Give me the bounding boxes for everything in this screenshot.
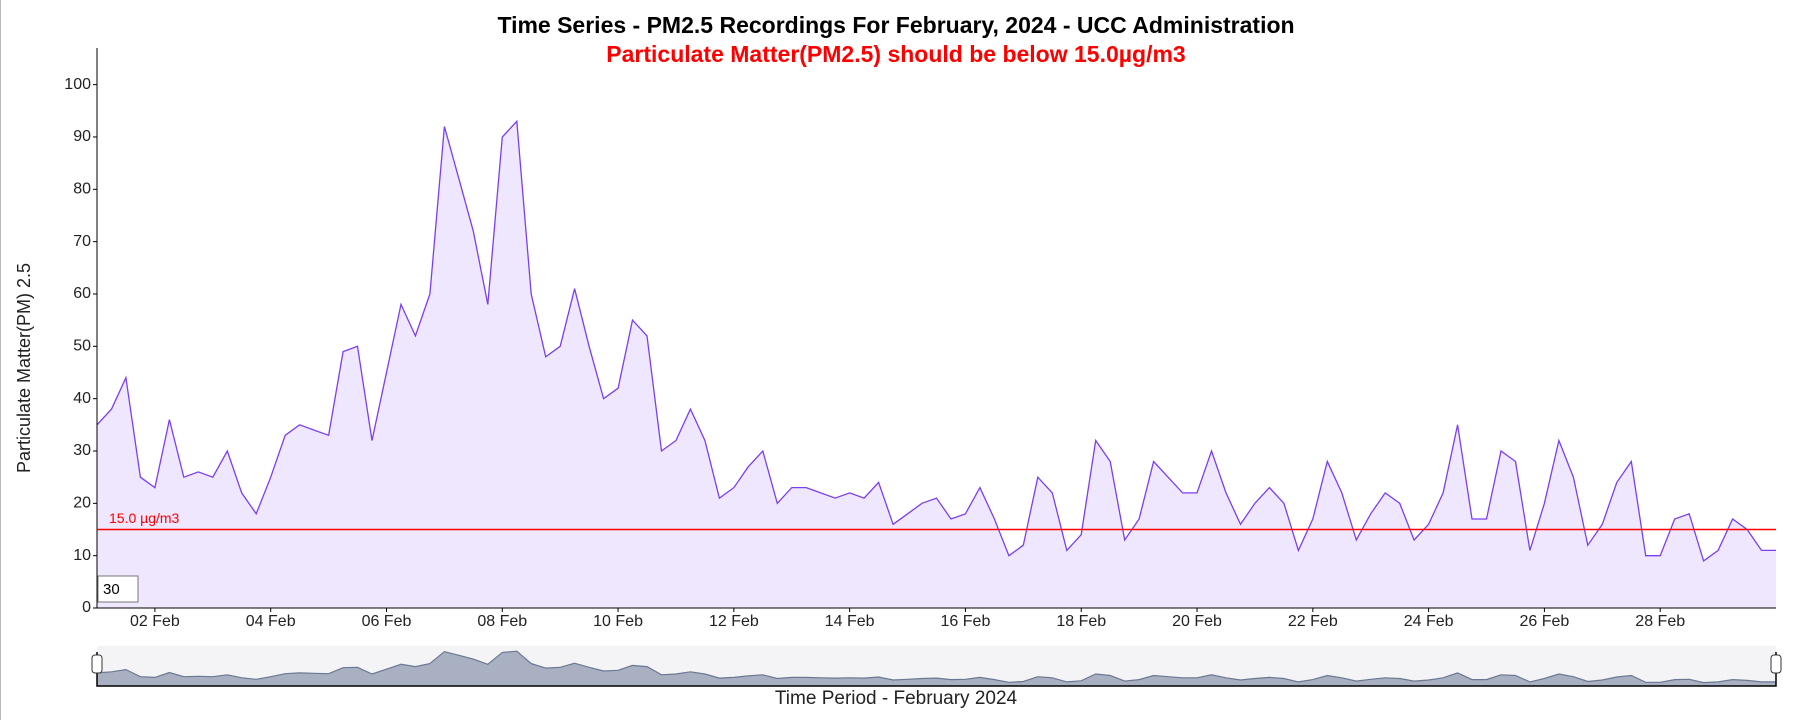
threshold-label: 15.0 µg/m3 (109, 510, 180, 526)
y-tick-label: 90 (73, 128, 91, 145)
y-tick-label: 20 (73, 495, 91, 512)
y-tick-label: 50 (73, 338, 91, 355)
x-tick-label: 04 Feb (246, 613, 296, 630)
y-tick-label: 40 (73, 390, 91, 407)
x-tick-label: 22 Feb (1288, 613, 1338, 630)
x-tick-label: 10 Feb (593, 613, 643, 630)
x-tick-label: 16 Feb (941, 613, 991, 630)
y-tick-label: 70 (73, 233, 91, 250)
x-axis-label: Time Period - February 2024 (775, 688, 1018, 709)
x-tick-label: 06 Feb (362, 613, 412, 630)
roll-period-input[interactable] (97, 575, 139, 603)
x-tick-label: 26 Feb (1520, 613, 1570, 630)
x-tick-label: 24 Feb (1404, 613, 1454, 630)
x-tick-label: 08 Feb (477, 613, 527, 630)
y-axis-label: Particulate Matter(PM) 2.5 (14, 263, 34, 473)
y-tick-label: 10 (73, 547, 91, 564)
x-tick-label: 28 Feb (1635, 613, 1685, 630)
y-tick-label: 30 (73, 442, 91, 459)
x-tick-label: 02 Feb (130, 613, 180, 630)
chart-subtitle: Particulate Matter(PM2.5) should be belo… (606, 41, 1185, 67)
roll-period-value[interactable]: 30 (103, 581, 120, 598)
y-tick-label: 60 (73, 285, 91, 302)
x-tick-label: 14 Feb (825, 613, 875, 630)
line (96, 119, 1776, 562)
range-selector-line (96, 650, 1776, 684)
y-tick-label: 100 (64, 76, 91, 93)
chart-title: Time Series - PM2.5 Recordings For Febru… (497, 12, 1294, 38)
range-handle[interactable] (91, 654, 103, 674)
y-tick-label: 0 (82, 599, 91, 616)
y-tick-label: 80 (73, 181, 91, 198)
x-tick-label: 20 Feb (1172, 613, 1222, 630)
range-selector-area (97, 651, 1776, 686)
area (97, 121, 1776, 609)
x-tick-label: 18 Feb (1056, 613, 1106, 630)
x-tick-label: 12 Feb (709, 613, 759, 630)
range-handle[interactable] (1770, 654, 1782, 674)
